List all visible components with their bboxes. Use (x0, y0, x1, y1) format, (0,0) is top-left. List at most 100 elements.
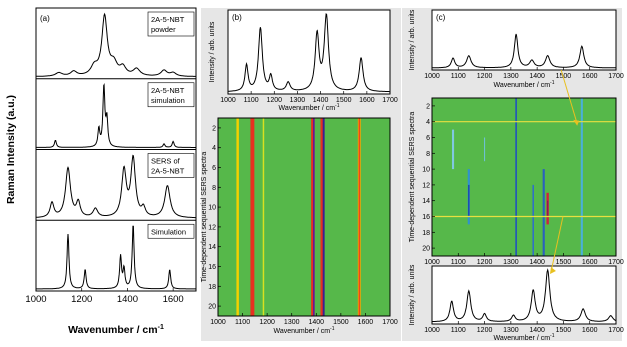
panel-c-top-xtick-label: 1600 (582, 73, 598, 80)
panel-b-top-xtick-label: 1500 (336, 97, 352, 104)
panel-a-xaxis-label: Wavenumber / cm-1 (68, 324, 164, 336)
panel-a-trace (35, 12, 196, 77)
panel-b-heatmap-xtick-label: 1700 (382, 319, 398, 326)
panel-b-heatmap-band (322, 118, 325, 316)
panel-b-heatmap-bg (218, 118, 390, 316)
panel-b-top-xtick-label: 1200 (266, 97, 282, 104)
panel-b-top-yaxis-label: Intensity / arb. units (209, 21, 216, 82)
panel-b-heatmap-band (250, 118, 255, 316)
panel-a-yaxis-label: Raman Intensity (a.u.) (5, 95, 17, 204)
panel-b-heatmap-band (311, 118, 315, 316)
panel-b-ytick-label: 20 (208, 304, 216, 311)
panel-b-top-frame (227, 9, 391, 95)
panel-c-heatmap-streak (515, 98, 517, 256)
panel-c-heatmap-xtick-label: 1300 (503, 259, 519, 266)
panel-a-legend-label: SERS of (151, 157, 181, 166)
panel-c-top-xtick-label: 1000 (424, 73, 440, 80)
panel-c-ytick-label: 6 (426, 135, 430, 142)
panel-c-heatmap-streak (468, 184, 470, 217)
panel-b-top-xtick-label: 1400 (313, 97, 329, 104)
panel-c-top-xtick-label: 1400 (529, 73, 545, 80)
panel-b-heatmap-band (358, 118, 360, 316)
panel-c-heatmap-xtick-label: 1000 (424, 259, 440, 266)
panel-c-ytick-label: 12 (422, 182, 430, 189)
panel-a-legend-label: 2A-5-NBT (151, 15, 185, 24)
panel-b-heatmap-xtick-label: 1100 (235, 319, 250, 326)
panel-a-legend-label: 2A-5-NBT (151, 167, 185, 176)
panel-b-ytick-label: 6 (212, 165, 216, 172)
panel-a-legend-label: Simulation (151, 227, 186, 236)
panel-c-top-xaxis-label: Wavenumber / cm-1 (494, 80, 555, 89)
panel-b-top-xaxis-label: Wavenumber / cm-1 (279, 103, 340, 112)
panel-c-bottom-xtick-label: 1400 (529, 327, 545, 334)
panel-a-legend-box (147, 153, 195, 178)
panel-c-bottom-xtick-label: 1300 (503, 327, 519, 334)
panel-c-bottom-bg (432, 266, 616, 324)
panel-c-heatmap-frame (431, 97, 617, 257)
panel-c-heatmap-streak (547, 200, 549, 217)
panel-c-bottom-xtick-label: 1500 (556, 327, 572, 334)
panel-b-heatmap-xaxis-label: Wavenumber / cm-1 (274, 326, 335, 335)
panel-c-arrow-head (573, 119, 580, 126)
panel-c-top-xtick-label: 1300 (503, 73, 519, 80)
panel-c-ytick-label: 4 (426, 119, 430, 126)
panel-c-ytick-label: 14 (422, 198, 430, 205)
panel-b-heatmap-band (236, 118, 239, 316)
panel-c-heatmap-xtick-label: 1400 (529, 259, 545, 266)
panel-b-ytick-label: 18 (208, 284, 216, 291)
panel-c-heatmap-streak (451, 129, 455, 170)
panel-a-xtick-label: 1000 (25, 294, 46, 305)
panel-b-heatmap-band (320, 118, 325, 316)
panel-c-heatmap-xtick-label: 1200 (477, 259, 493, 266)
panel-a-legend-label: simulation (151, 96, 185, 105)
panel-a-trace (35, 154, 196, 219)
panel-c-ytick-label: 18 (422, 230, 430, 237)
panel-b-top-bg (228, 10, 390, 94)
panel-b-top-xtick-label: 1000 (220, 97, 236, 104)
panel-c-bottom-trace (432, 268, 617, 323)
panel-c-heatmap-yaxis-label: Time-dependent sequential SERS spectra (409, 112, 416, 243)
panel-a-xtick-label: 1600 (163, 294, 184, 305)
panel-b-label: (b) (232, 13, 242, 22)
panel-c-top-xtick-label: 1200 (477, 73, 493, 80)
panel-b-top-xtick-label: 1300 (290, 97, 306, 104)
panel-c-arrow (550, 216, 564, 273)
panel-c-heatmap-streak (484, 137, 486, 162)
panel-b-heatmap-xtick-label: 1400 (308, 319, 324, 326)
panel-c-bottom-frame (431, 265, 617, 325)
panel-b-top-xtick-label: 1600 (359, 97, 375, 104)
panel-c-heatmap-xtick-label: 1700 (608, 259, 624, 266)
panel-c-heatmap-xtick-label: 1100 (451, 259, 466, 266)
panel-c-bottom-xtick-label: 1700 (608, 327, 624, 334)
panel-b-heatmap-xtick-label: 1600 (358, 319, 374, 326)
panel-b-ytick-label: 10 (208, 205, 216, 212)
panel-c-bottom-xtick-label: 1000 (424, 327, 440, 334)
panel-c-ytick-label: 8 (426, 151, 430, 158)
panel-a-label: (a) (40, 14, 50, 23)
panel-b-ytick-label: 14 (208, 244, 216, 251)
panel-a-legend-label: powder (151, 25, 176, 34)
panel-b-top-xtick-label: 1700 (382, 97, 398, 104)
panel-a-trace (36, 225, 196, 290)
panel-b-top-xtick-label: 1100 (244, 97, 259, 104)
panel-c: (c) 1000 1100 1200 1300 1400 1500 1600 1700 Waven… (409, 9, 624, 342)
panel-b-heatmap-xtick-label: 1200 (259, 319, 275, 326)
panel-b-ytick-label: 16 (208, 264, 216, 271)
panel-a-legend-label: 2A-5-NBT (151, 86, 185, 95)
panel-b-heatmap-frame (217, 117, 391, 317)
panel-b-ytick-label: 4 (212, 145, 216, 152)
panel-b-heatmap-band (312, 118, 315, 316)
panel-c-heatmap-streak (532, 184, 534, 256)
panel-b-ytick-label: 12 (208, 224, 216, 231)
panel-c-heatmap-streak (542, 169, 545, 256)
panel-b-heatmap-xtick-label: 1300 (284, 319, 300, 326)
panel-c-heatmap-streak (580, 98, 583, 256)
panel-b-heatmap-xtick-label: 1500 (333, 319, 349, 326)
panel-b-heatmap-xtick-label: 1000 (210, 319, 226, 326)
panel-c-heatmap-xtick-label: 1600 (582, 259, 598, 266)
panel-c-heatmap-xtick-label: 1500 (556, 259, 572, 266)
panel-c-bottom-xtick-label: 1100 (451, 327, 466, 334)
panel-b-heatmap-yaxis-label: Time-dependent sequential SERS spectra (201, 152, 208, 283)
panel-b-heatmap-band (262, 118, 265, 316)
